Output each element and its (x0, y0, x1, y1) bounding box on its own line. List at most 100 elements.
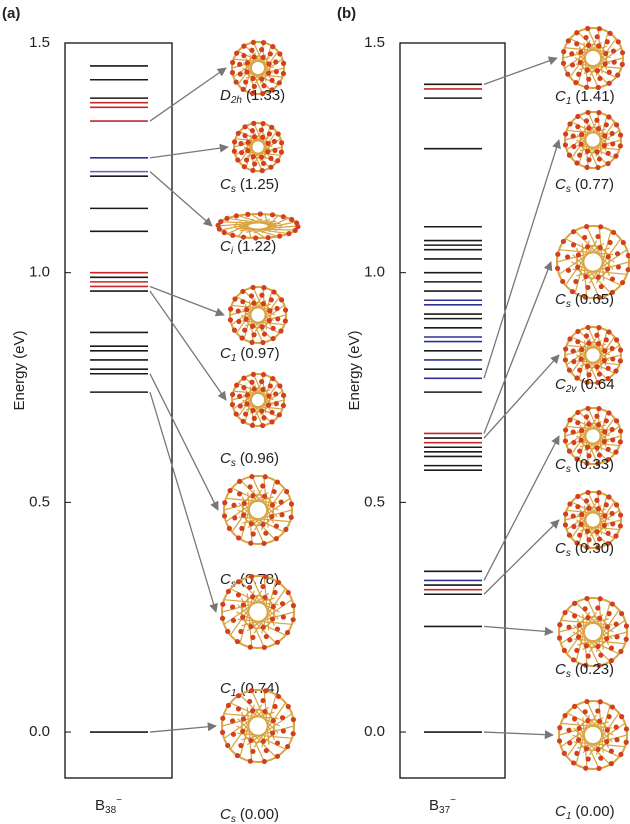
boron-atom (279, 500, 284, 505)
boron-atom (606, 410, 611, 415)
energy-label: (1.33) (246, 87, 285, 104)
boron-atom (236, 131, 241, 136)
boron-atom (269, 410, 274, 415)
boron-atom (606, 151, 611, 156)
x-axis-label: B38− (95, 795, 122, 816)
boron-atom (584, 746, 589, 751)
boron-atom (626, 267, 630, 272)
symmetry-subscript: s (231, 814, 236, 824)
boron-atom (261, 415, 266, 420)
boron-atom (250, 493, 255, 498)
symmetry: D (220, 87, 231, 104)
boron-atom (575, 504, 580, 509)
y-tick-label: 1.5 (29, 34, 50, 51)
boron-atom (267, 318, 272, 323)
boron-atom (258, 211, 263, 216)
boron-atom (218, 219, 223, 224)
boron-atom (250, 76, 255, 81)
boron-atom (245, 60, 250, 65)
boron-atom (246, 140, 251, 145)
boron-atom (606, 531, 611, 536)
boron-atom (252, 54, 257, 59)
arrow (150, 726, 216, 732)
boron-atom (248, 738, 253, 743)
energy-label: (0.77) (575, 176, 614, 193)
boron-atom (265, 149, 270, 154)
boron-atom (235, 753, 240, 758)
boron-atom (249, 380, 254, 385)
boron-atom (595, 529, 600, 534)
boron-atom (226, 703, 231, 708)
bond-ring (222, 690, 294, 762)
boron-atom (585, 445, 590, 450)
boron-atom (260, 168, 265, 173)
boron-atom (605, 727, 610, 732)
boron-atom (285, 744, 290, 749)
boron-atom (585, 285, 590, 290)
boron-atom (245, 212, 250, 217)
boron-atom (610, 141, 615, 146)
boron-atom (250, 128, 255, 133)
boron-atom (595, 234, 600, 239)
boron-atom (275, 316, 280, 321)
boron-atom (243, 411, 248, 416)
boron-atom (606, 366, 611, 371)
boron-atom (610, 601, 615, 606)
boron-atom (237, 62, 242, 67)
boron-atom (599, 284, 604, 289)
boron-atom (252, 386, 257, 391)
bond-ring (565, 112, 621, 168)
boron-atom (274, 401, 279, 406)
boron-atom (586, 653, 591, 658)
boron-atom (603, 51, 608, 56)
boron-atom (270, 730, 275, 735)
boron-atom (234, 51, 239, 56)
structure-label: Cs(0.00) (220, 806, 279, 824)
boron-atom (236, 535, 241, 540)
boron-atom (557, 738, 562, 743)
boron-atom (283, 527, 288, 532)
boron-atom (604, 418, 609, 423)
energy-label: (0.96) (240, 450, 279, 467)
boron-atom (566, 38, 571, 43)
boron-atom (228, 317, 233, 322)
boron-atom (607, 240, 612, 245)
boron-atom (604, 502, 609, 507)
boron-atom (596, 110, 601, 115)
energy-label: (1.41) (575, 88, 614, 105)
boron-atom (618, 649, 623, 654)
boron-atom (277, 412, 282, 417)
boron-atom (620, 50, 625, 55)
boron-atom (572, 601, 577, 606)
boron-atom (241, 716, 246, 721)
boron-atom (563, 522, 568, 527)
boron-atom (583, 709, 588, 714)
boron-atom (232, 149, 237, 154)
boron-atom (579, 132, 584, 137)
boron-atom (562, 648, 567, 653)
boron-atom (614, 122, 619, 127)
boron-atom (586, 341, 591, 346)
symmetry: C (220, 345, 231, 362)
boron-atom (236, 693, 241, 698)
cluster-structure (232, 121, 284, 173)
boron-atom (222, 500, 227, 505)
boron-atom (586, 756, 591, 761)
boron-atom (584, 118, 589, 123)
boron-atom (585, 364, 590, 369)
boron-atom (250, 749, 255, 754)
boron-atom (624, 623, 629, 628)
structure-label: Cs(0.77) (555, 176, 614, 195)
boron-atom (626, 253, 630, 258)
energy-label: (0.64 (580, 376, 614, 393)
boron-atom (604, 122, 609, 127)
boron-atom (609, 761, 614, 766)
cluster-structure (215, 211, 300, 240)
boron-atom (574, 375, 579, 380)
boron-atom (240, 729, 245, 734)
boron-atom (271, 326, 276, 331)
boron-atom (613, 449, 618, 454)
boron-atom (236, 706, 241, 711)
boron-atom (281, 403, 286, 408)
boron-atom (606, 447, 611, 452)
